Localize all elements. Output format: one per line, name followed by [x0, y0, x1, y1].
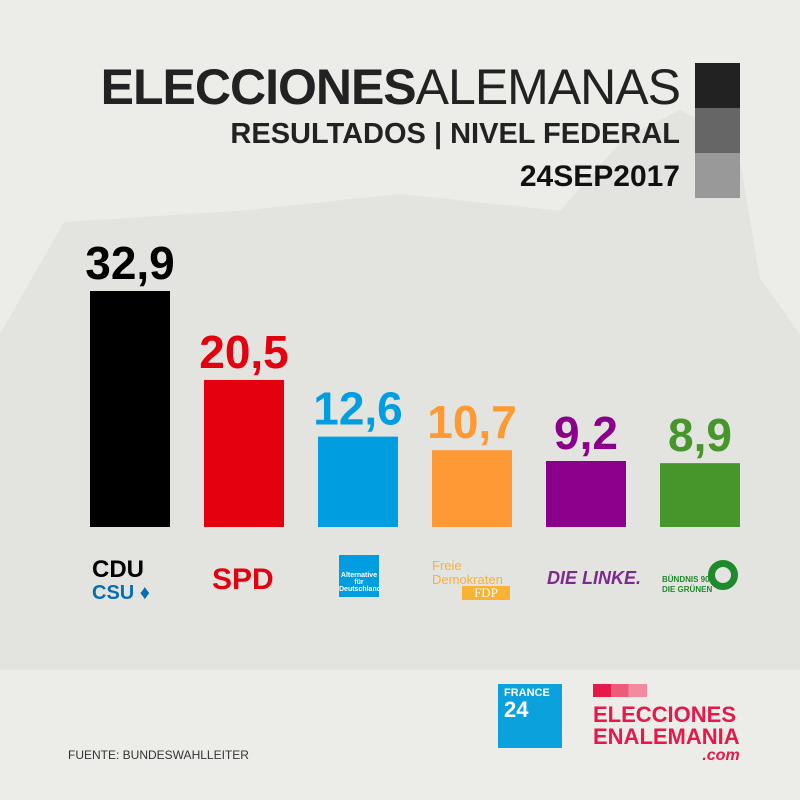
- logo-cdu: CDU: [92, 556, 144, 583]
- value-label: 10,7: [427, 396, 517, 448]
- value-label: 8,9: [668, 409, 732, 461]
- een-squares: [593, 684, 647, 697]
- logo-csu: CSU ♦: [92, 582, 150, 604]
- source-note: FUENTE: BUNDESWAHLLEITER: [68, 748, 249, 762]
- value-label: 20,5: [199, 326, 289, 378]
- bar-4: [546, 461, 626, 527]
- page-title: ELECCIONESALEMANAS: [100, 59, 681, 115]
- logo-gruene: BÜNDNIS 90 DIE GRÜNEN: [662, 575, 713, 594]
- bar-0: [90, 291, 170, 527]
- logo-linke: DIE LINKE.: [547, 568, 642, 588]
- bar-3: [432, 450, 512, 527]
- subtitle: RESULTADOS | NIVEL FEDERAL: [230, 118, 680, 150]
- bar-5: [660, 463, 740, 527]
- elecciones-en-alemania-logo: ELECCIONES ENALEMANIA .com: [593, 702, 740, 764]
- sunflower-icon: [708, 560, 738, 590]
- value-label: 9,2: [554, 407, 618, 459]
- value-label: 32,9: [85, 237, 175, 289]
- deco-square-dark: [695, 63, 740, 108]
- date: 24SEP2017: [519, 160, 680, 193]
- bar-2: [318, 436, 398, 527]
- value-label: 12,6: [313, 383, 403, 435]
- logo-spd: SPD: [212, 563, 274, 596]
- logo-fdp: Freie Demokraten FDP: [432, 559, 510, 600]
- logo-afd: Alternative für Deutschland: [339, 555, 379, 597]
- deco-square-light: [695, 153, 740, 198]
- france24-logo: FRANCE 24: [498, 684, 562, 748]
- deco-square-mid: [695, 108, 740, 153]
- bar-1: [204, 379, 284, 527]
